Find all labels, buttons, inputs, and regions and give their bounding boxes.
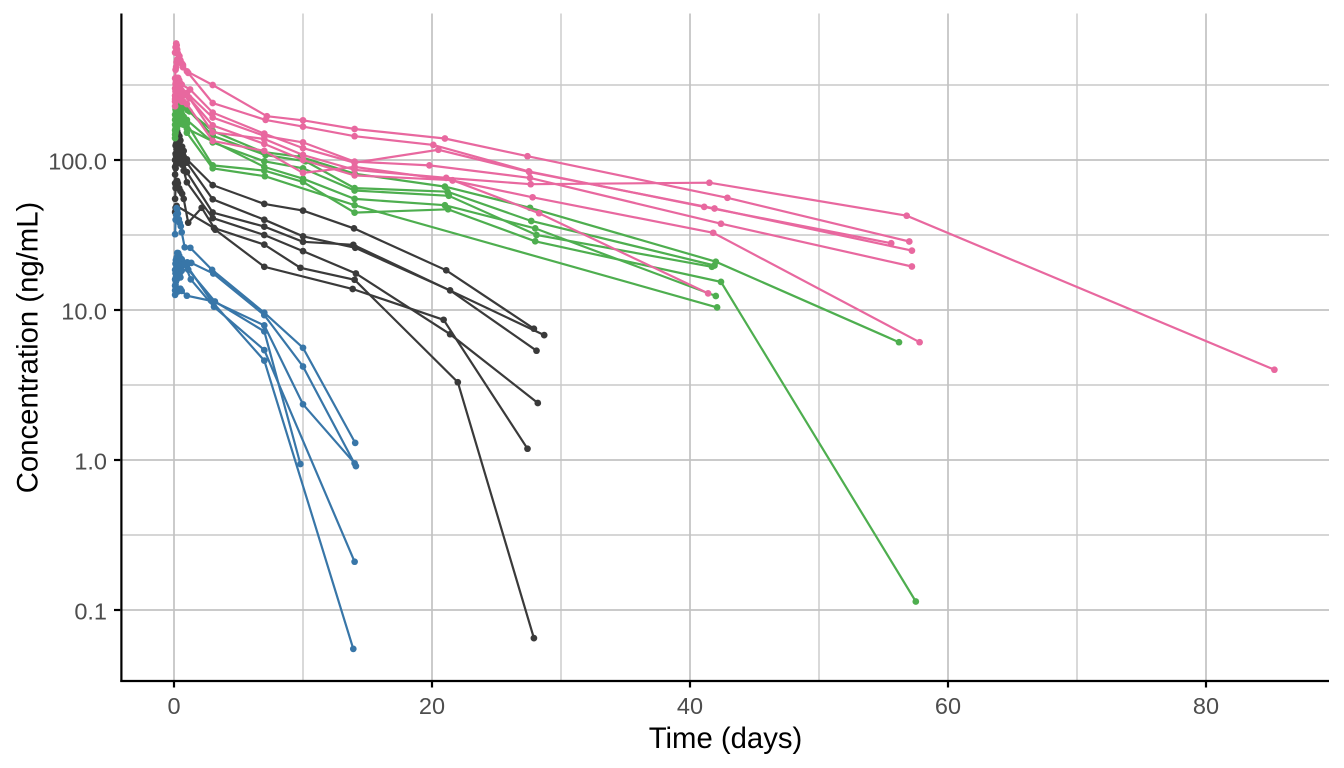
svg-text:60: 60 xyxy=(935,693,961,719)
svg-text:40: 40 xyxy=(677,693,703,719)
svg-text:20: 20 xyxy=(419,693,445,719)
svg-text:10.0: 10.0 xyxy=(61,299,107,325)
svg-text:0.1: 0.1 xyxy=(74,599,107,625)
svg-text:100.0: 100.0 xyxy=(48,149,107,175)
svg-text:Concentration (ng/mL): Concentration (ng/mL) xyxy=(12,202,45,493)
svg-text:80: 80 xyxy=(1193,693,1219,719)
svg-text:Time (days): Time (days) xyxy=(649,722,803,755)
svg-text:0: 0 xyxy=(167,693,180,719)
svg-text:1.0: 1.0 xyxy=(74,449,107,475)
